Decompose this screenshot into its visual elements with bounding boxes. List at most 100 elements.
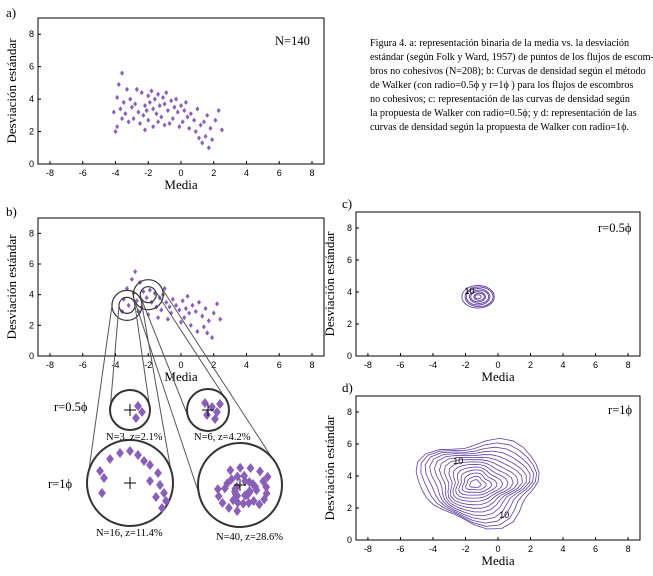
panel-d-x-tick-label: 4 — [561, 544, 566, 554]
zoom-circle-3-point — [126, 446, 134, 456]
panel-b-x-tick-label: 0 — [178, 360, 183, 370]
panel-c-y-tick-label: 8 — [347, 223, 352, 233]
panel-d-contour — [469, 479, 482, 489]
panel-d-y-tick-label: 8 — [347, 407, 352, 417]
panel-a-point — [156, 91, 161, 97]
panel-b-point — [214, 301, 220, 307]
panel-a-y-axis-label: Desviación estándar — [4, 38, 19, 144]
panel-a-point — [210, 137, 215, 143]
panel-b-point — [201, 324, 206, 330]
panel-b-y-axis-label: Desviación estándar — [4, 234, 19, 340]
panel-a-annotation: N=140 — [275, 34, 310, 48]
panel-a-x-tick-label: -8 — [46, 168, 54, 178]
panel-c-contour — [469, 289, 490, 304]
figure-caption: Figura 4. a: representación binaria de l… — [370, 38, 653, 133]
panel-a-x-tick-label: 8 — [309, 168, 314, 178]
panel-a-point — [187, 125, 192, 131]
panel-b-x-tick-label: -8 — [46, 360, 54, 370]
caption-line-3: bros no cohesivos (N=208); b: Curvas de … — [370, 66, 646, 77]
zoom-circle-3-point — [106, 454, 114, 464]
panel-c-y-tick-label: 0 — [347, 351, 352, 361]
panel-a-point — [193, 128, 198, 135]
panel-d-contour — [433, 454, 527, 517]
panel-b-point — [200, 313, 205, 319]
panel-a-point — [134, 86, 139, 92]
panel-c-x-tick-label: -4 — [429, 360, 437, 370]
panel-c-y-tick-label: 4 — [347, 287, 352, 297]
zoom-circle-4-point — [236, 462, 245, 473]
zoom-circle-3-point — [156, 480, 164, 490]
panel-a-x-tick-label: 6 — [277, 168, 282, 178]
panel-d-y-tick-label: 6 — [347, 439, 352, 449]
panel-d-contour — [438, 456, 523, 513]
panel-b-point — [159, 307, 164, 313]
panel-c-label: c) — [342, 196, 352, 211]
panel-a-point — [147, 99, 152, 105]
panel-a-x-tick-label: -4 — [111, 168, 119, 178]
panel-b-x-tick-label: 2 — [211, 360, 216, 370]
panel-a-y-tick-label: 2 — [29, 127, 34, 137]
panel-b-point — [165, 316, 170, 322]
panel-a-point — [175, 109, 180, 115]
panel-a-point — [152, 96, 157, 102]
panel-a-point — [129, 104, 134, 110]
panel-a-point — [162, 101, 167, 107]
panel-a-x-tick-label: 4 — [244, 168, 249, 178]
panel-d-contour — [424, 446, 535, 524]
panel-d-y-tick-label: 0 — [347, 535, 352, 545]
panel-d-x-tick-label: -6 — [396, 544, 404, 554]
caption-line-5: no cohesivos; c: representación de las c… — [370, 94, 630, 105]
panel-a-point — [195, 106, 200, 112]
radius-large-label: r=1ϕ — [48, 477, 72, 491]
zoom-circle-3-point — [158, 503, 166, 513]
zoom-circle-3-point — [154, 468, 162, 478]
zoom-circle-3-point — [100, 473, 108, 483]
panel-a-point — [141, 112, 146, 118]
panel-d-y-tick-label: 2 — [347, 503, 352, 513]
panel-d-x-tick-label: -2 — [461, 544, 469, 554]
panel-b-point — [126, 302, 131, 308]
zoom-circle-4-point — [232, 481, 241, 492]
panel-d-contour — [429, 450, 531, 521]
panel-b-point — [203, 305, 208, 312]
panel-a-point — [169, 98, 174, 104]
panel-d: -8 -6 -4 -2 0 2 4 6 8 0 2 4 6 8 Media Desviación estánd… — [322, 395, 641, 568]
zoom-circle-2-point — [203, 410, 211, 420]
caption-line-7: curvas de densidad según la propuesta de… — [370, 122, 629, 133]
panel-c-annotation: r=0.5ϕ — [598, 221, 632, 235]
zoom-circle-4-point — [213, 484, 222, 495]
panel-a-y-tick-label: 8 — [29, 29, 34, 39]
panel-a-point — [219, 127, 224, 133]
panel-a-point — [116, 81, 121, 88]
zoom-circle-3-point — [140, 456, 148, 466]
panel-d-x-tick-label: -8 — [364, 544, 372, 554]
panel-a-point — [113, 128, 118, 135]
selection-circle-large-2 — [132, 279, 164, 311]
panel-a-point — [180, 119, 185, 125]
zoom-circle-2-point — [201, 398, 209, 408]
panel-a-point — [128, 96, 133, 102]
zoom-circle-4-point — [229, 495, 238, 506]
panel-a-point — [124, 86, 129, 92]
panel-b-x-tick-label: -6 — [79, 360, 87, 370]
panel-c-y-tick-label: 2 — [347, 319, 352, 329]
zoom-circle-1-connector — [109, 305, 120, 411]
panel-a-point — [165, 107, 170, 114]
panel-c-x-tick-label: 6 — [593, 360, 598, 370]
panel-d-contour-label: 10 — [499, 510, 509, 520]
panel-a: -8 -6 -4 -2 0 2 4 6 8 0 2 4 6 8 Media Desviación estánd… — [4, 17, 325, 192]
panel-a-point — [111, 109, 116, 115]
panel-d-x-tick-label: 2 — [528, 544, 533, 554]
panel-d-plot-frame — [355, 395, 641, 541]
zoom-circle-4-point — [218, 497, 227, 508]
panel-b-point — [210, 335, 215, 341]
zoom-circle-4-point — [252, 485, 261, 496]
caption-line-1: Figura 4. a: representación binaria de l… — [370, 38, 629, 49]
panel-c-contour — [461, 285, 495, 309]
zoom-circle-4-point — [246, 463, 255, 474]
panel-b-point — [196, 299, 202, 305]
panel-c-contour — [464, 286, 494, 307]
panel-c-x-tick-label: 0 — [495, 360, 500, 370]
zoom-circle-2-connector — [140, 298, 190, 420]
selection-circle-small-2 — [139, 286, 157, 304]
